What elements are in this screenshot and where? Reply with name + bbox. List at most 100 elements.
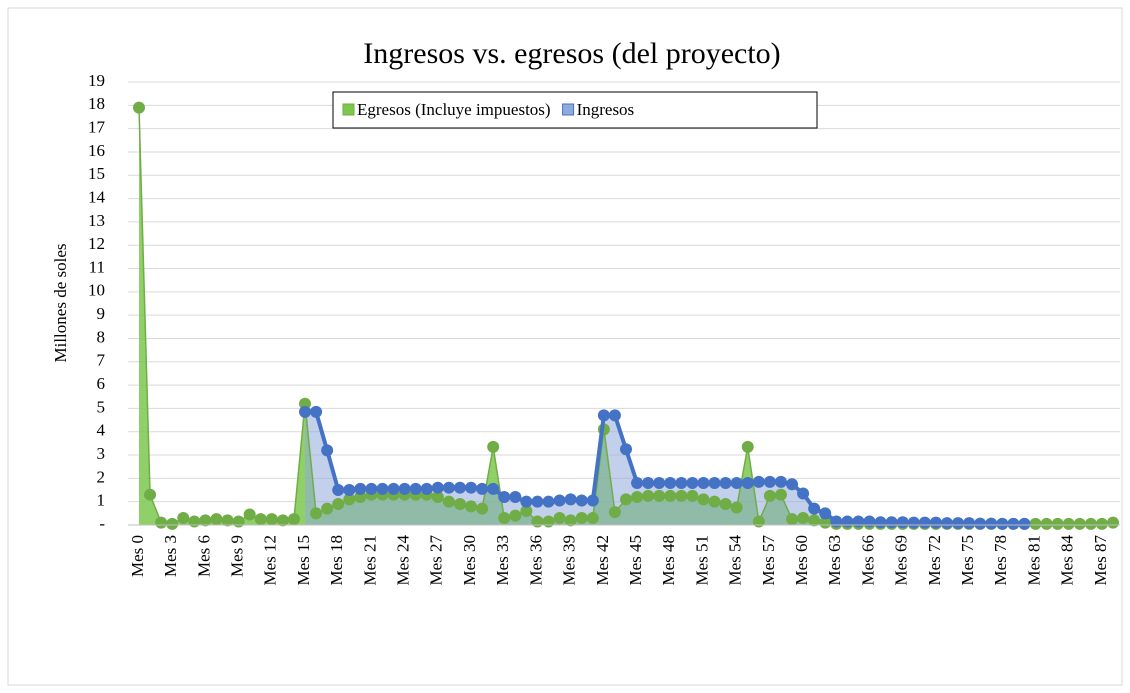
marker	[398, 482, 411, 495]
marker	[885, 516, 898, 529]
marker	[841, 515, 854, 528]
marker	[719, 477, 732, 490]
marker	[642, 489, 655, 502]
x-tick-label: Mes 18	[327, 535, 346, 586]
marker	[653, 489, 666, 502]
marker	[797, 512, 810, 525]
x-tick-label: Mes 48	[659, 535, 678, 586]
marker	[719, 498, 732, 511]
marker	[774, 488, 787, 501]
marker	[343, 493, 356, 506]
marker	[774, 475, 787, 488]
marker	[376, 482, 389, 495]
marker	[1051, 517, 1064, 530]
marker	[431, 491, 444, 504]
marker	[907, 516, 920, 529]
marker	[243, 508, 256, 521]
marker	[343, 484, 356, 497]
y-tick-label: 7	[97, 351, 106, 370]
marker	[852, 515, 865, 528]
marker	[465, 481, 478, 494]
marker	[210, 513, 223, 526]
x-tick-label: Mes 78	[991, 535, 1010, 586]
marker	[133, 101, 145, 114]
marker	[487, 482, 500, 495]
x-tick-label: Mes 72	[925, 535, 944, 586]
marker	[730, 477, 743, 490]
marker	[797, 487, 810, 500]
marker	[542, 495, 555, 508]
x-tick-label: Mes 24	[394, 535, 413, 586]
marker	[365, 482, 378, 495]
x-tick-label: Mes 42	[593, 535, 612, 586]
marker	[631, 491, 644, 504]
x-tick-label: Mes 15	[294, 535, 313, 586]
marker	[531, 515, 544, 528]
marker	[531, 495, 544, 508]
marker	[664, 489, 677, 502]
y-tick-label: 11	[89, 257, 105, 276]
marker	[863, 515, 876, 528]
marker	[929, 516, 942, 529]
marker	[144, 488, 157, 501]
y-tick-label: 15	[88, 164, 105, 183]
marker	[487, 440, 500, 453]
x-tick-label: Mes 36	[526, 535, 545, 586]
marker	[453, 481, 466, 494]
x-tick-label: Mes 63	[825, 535, 844, 586]
marker	[310, 507, 323, 520]
marker	[498, 512, 511, 525]
marker	[476, 482, 489, 495]
marker	[974, 517, 987, 530]
x-tick-label: Mes 39	[560, 535, 579, 586]
marker	[608, 506, 621, 519]
marker	[963, 517, 976, 530]
marker	[763, 489, 776, 502]
marker	[786, 513, 799, 526]
x-tick-label: Mes 60	[792, 535, 811, 586]
y-tick-label: 12	[88, 234, 105, 253]
marker	[896, 516, 909, 529]
x-tick-label: Mes 84	[1058, 535, 1077, 586]
marker	[752, 475, 765, 488]
marker	[1107, 516, 1119, 529]
marker	[985, 517, 998, 530]
marker	[575, 512, 588, 525]
y-tick-label: 16	[88, 141, 105, 160]
marker	[509, 509, 522, 522]
marker	[741, 440, 754, 453]
marker	[653, 477, 666, 490]
x-tick-label: Mes 81	[1024, 535, 1043, 586]
chart-title: Ingresos vs. egresos (del proyecto)	[363, 37, 780, 70]
marker	[520, 505, 533, 518]
y-tick-label: 9	[97, 304, 106, 323]
legend-label: Egresos (Incluye impuestos)	[357, 100, 551, 119]
marker	[608, 409, 621, 422]
marker	[155, 516, 168, 529]
marker	[741, 477, 754, 490]
marker	[730, 501, 743, 514]
marker	[420, 482, 433, 495]
y-tick-label: 8	[97, 327, 106, 346]
y-axis-label: Millones de soles	[51, 244, 70, 363]
marker	[553, 512, 566, 525]
x-tick-label: Mes 75	[958, 535, 977, 586]
marker	[874, 516, 887, 529]
x-tick-label: Mes 6	[194, 535, 213, 577]
y-tick-label: 3	[97, 444, 106, 463]
x-tick-label: Mes 27	[427, 535, 446, 586]
x-tick-label: Mes 66	[858, 535, 877, 586]
marker	[287, 513, 300, 526]
marker	[996, 517, 1009, 530]
marker	[575, 494, 588, 507]
marker	[199, 514, 212, 527]
marker	[332, 484, 345, 497]
marker	[442, 495, 455, 508]
y-tick-label: 2	[97, 467, 106, 486]
marker	[620, 443, 632, 456]
marker	[387, 482, 400, 495]
marker	[597, 409, 610, 422]
marker	[553, 494, 566, 507]
y-tick-label: 19	[88, 71, 105, 90]
